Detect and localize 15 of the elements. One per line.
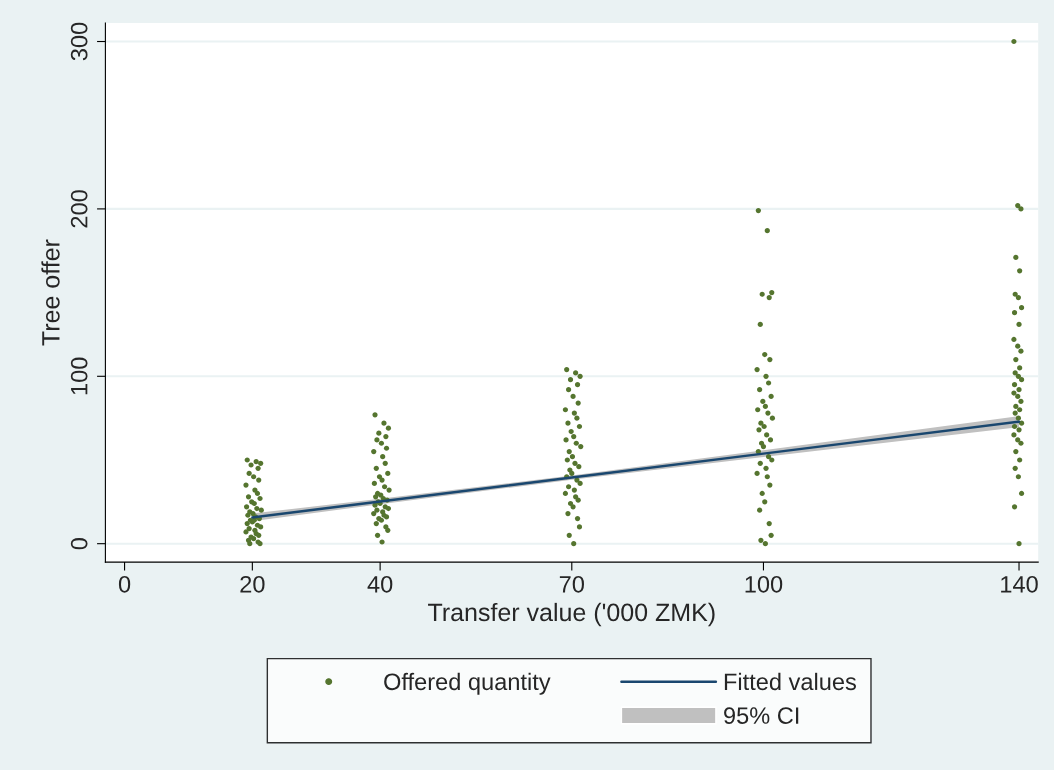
- x-axis-title: Transfer value ('000 ZMK): [428, 602, 715, 627]
- x-tick-label: 70: [559, 575, 584, 593]
- y-tick-label: 0: [70, 538, 88, 550]
- legend-label: Fitted values: [724, 672, 856, 691]
- x-tick-label: 100: [745, 575, 783, 593]
- x-tick-label: 20: [240, 575, 265, 593]
- legend-label: Offered quantity: [384, 672, 551, 695]
- text: 95% CI: [724, 707, 799, 724]
- y-tick-label: 200: [70, 190, 88, 228]
- y-tick-label: 100: [70, 357, 88, 395]
- x-tick-label: 0: [118, 575, 131, 593]
- x-tick-label: 140: [1001, 575, 1038, 593]
- y-axis-title: Tree offer: [41, 239, 60, 346]
- x-tick-label: 40: [367, 575, 393, 593]
- y-tick-label: 300: [70, 22, 88, 61]
